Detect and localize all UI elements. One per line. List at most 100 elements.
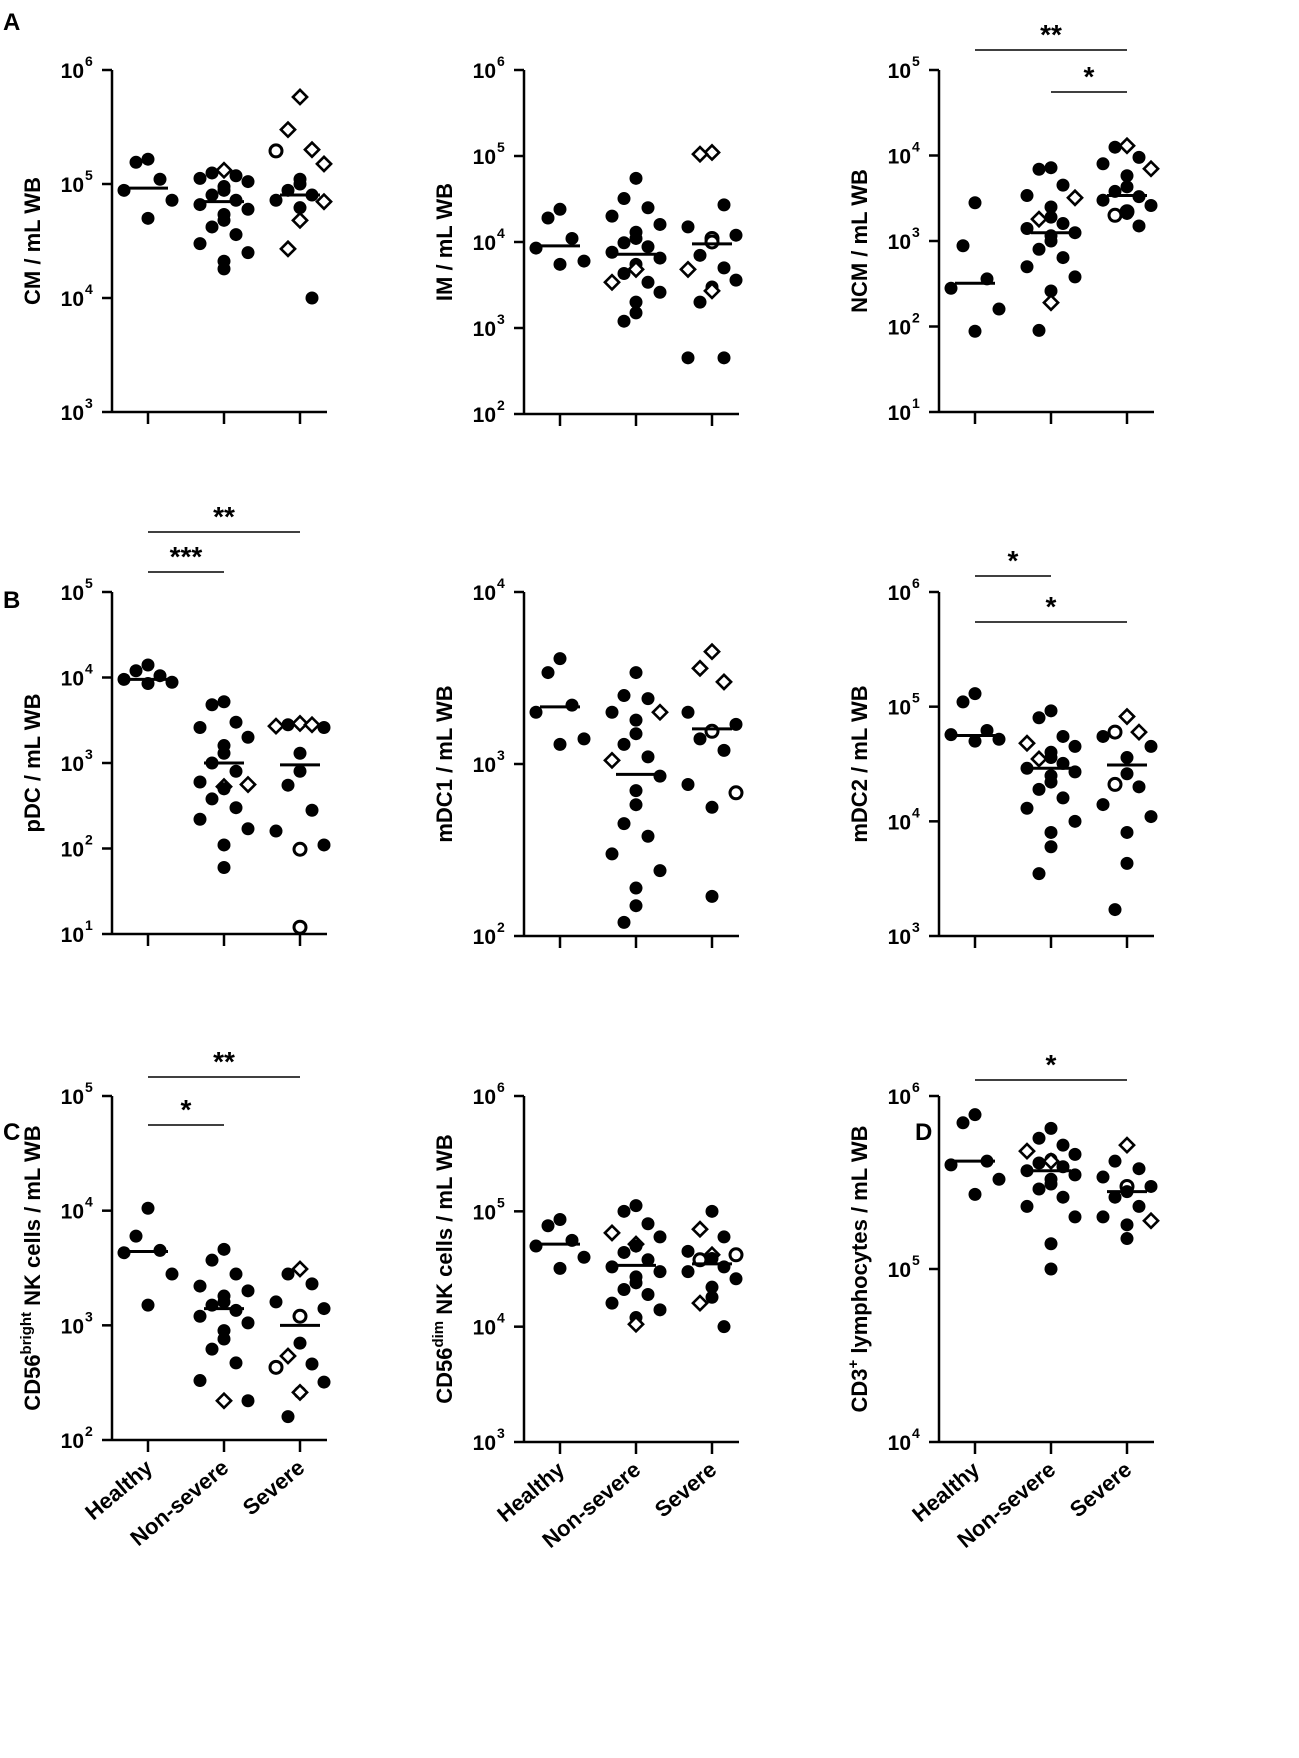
data-point [629, 1199, 643, 1213]
y-tick-label: 10 [61, 924, 84, 947]
panel-letter-c: C [3, 1119, 20, 1146]
data-point [153, 172, 167, 186]
data-point [944, 1158, 958, 1172]
data-point-diamond [627, 1315, 645, 1334]
data-point [1096, 729, 1110, 743]
data-point [641, 1288, 655, 1302]
data-point [641, 240, 655, 254]
data-point [1032, 1156, 1046, 1170]
data-point [529, 705, 543, 719]
data-point-diamond [1018, 734, 1036, 753]
y-tick-exponent: 3 [497, 311, 505, 327]
data-point-diamond [215, 1391, 233, 1410]
data-point [1120, 1232, 1134, 1246]
data-point [944, 728, 958, 742]
y-axis-label-suffix: lymphocytes / mL WB [847, 1125, 872, 1359]
data-point [605, 847, 619, 861]
y-tick-exponent: 3 [497, 747, 505, 763]
x-tick-label: Severe [238, 1455, 309, 1521]
y-tick-label: 10 [473, 146, 496, 169]
y-axis-label-superscript: + [845, 1360, 862, 1369]
data-point-diamond [291, 88, 309, 106]
data-point [968, 196, 982, 210]
data-point [1120, 180, 1134, 194]
y-tick-exponent: 4 [85, 281, 93, 297]
data-point-diamond [315, 155, 333, 173]
data-point [193, 198, 207, 212]
data-point [553, 257, 567, 271]
data-point [1032, 867, 1046, 881]
data-point [205, 220, 219, 234]
data-point-diamond [291, 211, 309, 230]
y-tick-label: 10 [888, 317, 911, 340]
data-point [992, 1172, 1006, 1186]
y-axis-label-main: mDC1 / mL WB [432, 685, 457, 842]
data-point [1020, 222, 1034, 236]
data-point [241, 1284, 255, 1298]
data-point [305, 1277, 319, 1291]
data-point-open [268, 143, 284, 159]
data-point [205, 1253, 219, 1267]
data-point-open [268, 1359, 284, 1375]
data-point [1044, 200, 1058, 214]
data-point-open [1107, 724, 1123, 740]
data-point-diamond [279, 239, 297, 258]
data-point [1120, 751, 1134, 765]
data-point [717, 1320, 731, 1334]
y-tick-exponent: 1 [912, 395, 920, 411]
y-tick-label: 10 [473, 60, 496, 83]
y-tick-label: 10 [61, 668, 84, 691]
data-point [968, 1187, 982, 1201]
y-tick-exponent: 2 [497, 397, 505, 413]
data-point [641, 275, 655, 289]
y-tick-exponent: 5 [497, 1194, 505, 1210]
data-point [1144, 810, 1158, 824]
data-point [1096, 1170, 1110, 1184]
data-point [141, 152, 155, 166]
y-axis-label-main: CD3 [847, 1369, 872, 1413]
data-point [193, 1309, 207, 1323]
y-tick-label: 10 [888, 811, 911, 834]
y-tick-exponent: 6 [85, 53, 93, 69]
data-point [653, 251, 667, 265]
data-point [229, 764, 243, 778]
data-point [1032, 1131, 1046, 1145]
data-point [653, 1303, 667, 1317]
y-tick-label: 10 [61, 582, 84, 605]
data-point-diamond [291, 1260, 309, 1278]
data-point [629, 295, 643, 309]
data-point [217, 860, 231, 874]
data-point [281, 718, 295, 732]
data-point-diamond [291, 1383, 309, 1402]
data-point [1068, 1168, 1082, 1182]
data-point [1044, 825, 1058, 839]
y-tick-label: 10 [473, 1432, 496, 1455]
data-point [1044, 840, 1058, 854]
y-tick-label: 10 [473, 926, 496, 949]
data-point-open [704, 723, 720, 739]
data-point [1132, 219, 1146, 233]
data-point [269, 193, 283, 207]
data-point [629, 713, 643, 727]
data-point [1044, 210, 1058, 224]
data-point [141, 658, 155, 672]
data-point [681, 1244, 695, 1258]
y-tick-label: 10 [61, 402, 84, 425]
data-point [1096, 193, 1110, 207]
data-point [1144, 199, 1158, 213]
data-point-open [704, 234, 720, 250]
data-point [293, 177, 307, 191]
y-axis-label-main: mDC2 / mL WB [847, 685, 872, 842]
data-point-diamond [1066, 188, 1084, 207]
data-point [968, 734, 982, 748]
data-point [944, 281, 958, 295]
data-point [1020, 761, 1034, 775]
data-point [165, 1267, 179, 1281]
data-point [956, 239, 970, 253]
data-point [641, 1253, 655, 1267]
data-point [1044, 1237, 1058, 1251]
data-point [217, 838, 231, 852]
